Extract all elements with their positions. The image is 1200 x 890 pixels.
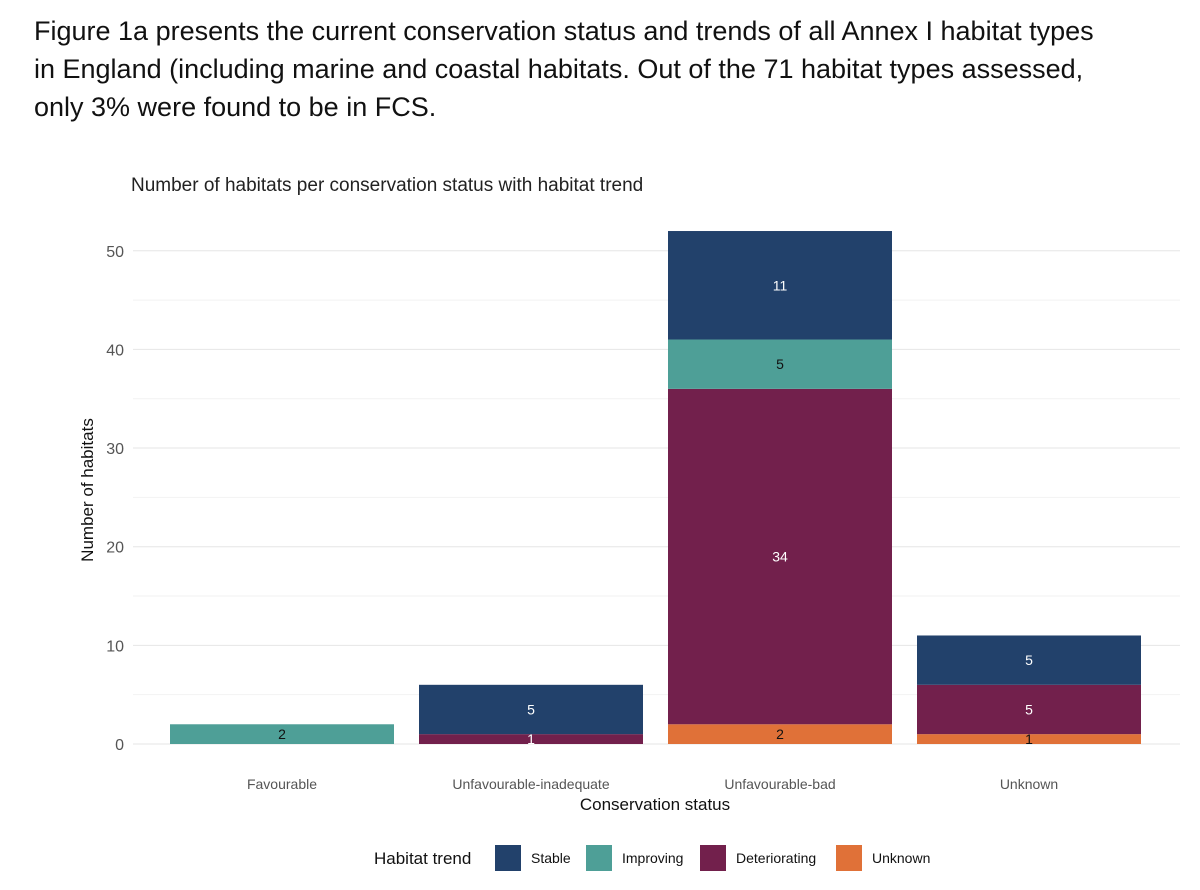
legend-swatch [495, 845, 521, 871]
data-label: 5 [776, 356, 784, 372]
data-label: 34 [772, 549, 788, 565]
bar-segment [170, 724, 394, 744]
x-axis-ticks: Favourable Unfavourable-inadequate Unfavou… [247, 776, 1058, 792]
x-axis-label: Conservation status [580, 795, 730, 814]
legend-swatch [836, 845, 862, 871]
x-tick-label: Unfavourable-inadequate [452, 776, 609, 792]
data-label: 5 [1025, 701, 1033, 717]
y-tick-label: 50 [106, 244, 124, 261]
y-tick-label: 10 [106, 638, 124, 655]
legend-item-label: Stable [531, 850, 571, 866]
bar-segment [917, 734, 1141, 744]
x-tick-label: Unknown [1000, 776, 1058, 792]
intro-paragraph: Figure 1a presents the current conservat… [34, 12, 1194, 126]
data-label: 1 [1025, 731, 1033, 747]
legend: Habitat trend Stable Improving Deteriorati… [374, 845, 930, 871]
y-tick-label: 40 [106, 342, 124, 359]
x-tick-label: Favourable [247, 776, 317, 792]
y-tick-label: 0 [115, 737, 124, 754]
y-axis-ticks: 0 10 20 30 40 50 [106, 244, 124, 754]
data-label: 5 [527, 701, 535, 717]
y-axis-label: Number of habitats [78, 418, 97, 562]
intro-line-1: Figure 1a presents the current conservat… [34, 16, 1094, 46]
data-label: 11 [773, 277, 788, 293]
legend-item-label: Unknown [872, 850, 930, 866]
bar-segment [419, 734, 643, 744]
data-label: 1 [527, 731, 535, 747]
bars [170, 231, 1141, 744]
data-label: 5 [1025, 652, 1033, 668]
intro-line-3: only 3% were found to be in FCS. [34, 92, 437, 122]
y-tick-label: 30 [106, 441, 124, 458]
bar-segment [668, 339, 892, 389]
bar-segment [419, 684, 643, 735]
bar-segment [668, 724, 892, 744]
bar-segment [917, 684, 1141, 735]
legend-title: Habitat trend [374, 849, 471, 868]
data-label: 2 [278, 726, 286, 742]
x-tick-label: Unfavourable-bad [724, 776, 835, 792]
legend-swatch [700, 845, 726, 871]
bar-segment [917, 635, 1141, 685]
legend-item-label: Deteriorating [736, 850, 816, 866]
gridlines [133, 250, 1180, 745]
chart-title: Number of habitats per conservation stat… [131, 175, 643, 196]
bar-segment [668, 231, 892, 340]
legend-swatch [586, 845, 612, 871]
legend-item-label: Improving [622, 850, 683, 866]
y-tick-label: 20 [106, 540, 124, 557]
data-label: 2 [776, 726, 784, 742]
bar-segment [668, 388, 892, 725]
intro-line-2: in England (including marine and coastal… [34, 54, 1084, 84]
